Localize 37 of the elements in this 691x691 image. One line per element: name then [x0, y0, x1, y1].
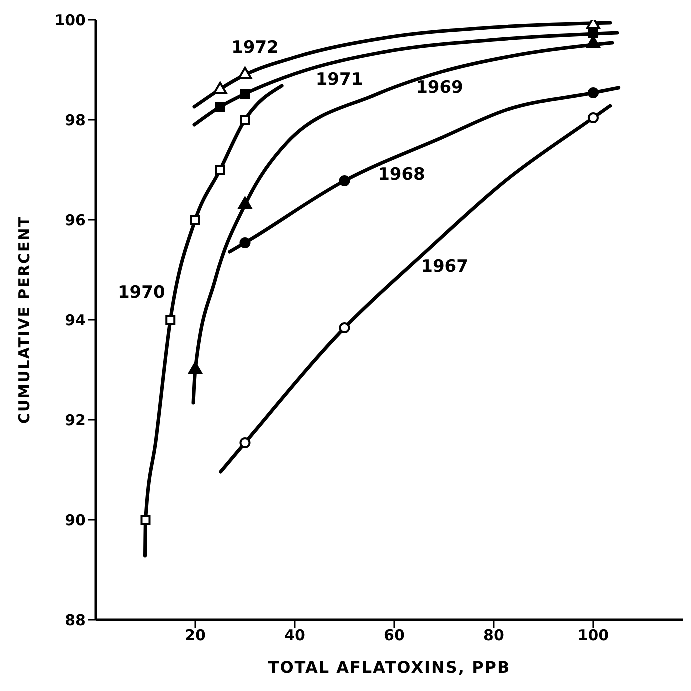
x-tick-label: 60	[384, 626, 405, 645]
point	[240, 89, 250, 99]
x-axis-title: TOTAL AFLATOXINS, PPB	[268, 658, 511, 677]
point	[339, 322, 350, 334]
point	[215, 165, 226, 175]
y-tick-label: 98	[65, 111, 86, 130]
y-tick-label: 96	[65, 211, 86, 230]
x-tick-label: 80	[484, 626, 504, 645]
point	[588, 87, 599, 99]
point	[588, 28, 598, 38]
y-axis-title: CUMULATIVE PERCENT	[15, 216, 34, 424]
y-tick-label: 94	[65, 311, 86, 330]
series-label: 1969	[416, 78, 464, 98]
y-tick-label: 88	[65, 611, 86, 630]
line-series	[192, 21, 612, 109]
x-tick-label: 40	[284, 626, 306, 645]
line-series	[192, 31, 620, 127]
series-label: 1970	[118, 283, 166, 303]
x-tick-label: 20	[185, 626, 206, 645]
point	[140, 515, 151, 525]
point	[166, 315, 176, 325]
point	[588, 112, 599, 124]
series-label: 1972	[232, 38, 279, 58]
y-tick-label: 90	[65, 511, 86, 530]
point	[240, 115, 250, 125]
series-label: 1967	[421, 257, 468, 277]
series-label: 1971	[316, 70, 364, 90]
point	[190, 215, 200, 225]
line-series	[219, 104, 612, 474]
y-tick-label: 92	[65, 411, 86, 430]
point	[240, 437, 251, 449]
y-tick-label: 100	[54, 11, 86, 30]
point	[339, 175, 350, 187]
series-label: 1968	[378, 165, 426, 185]
point	[240, 237, 251, 249]
point	[215, 102, 226, 112]
x-tick-label: 100	[578, 626, 610, 645]
